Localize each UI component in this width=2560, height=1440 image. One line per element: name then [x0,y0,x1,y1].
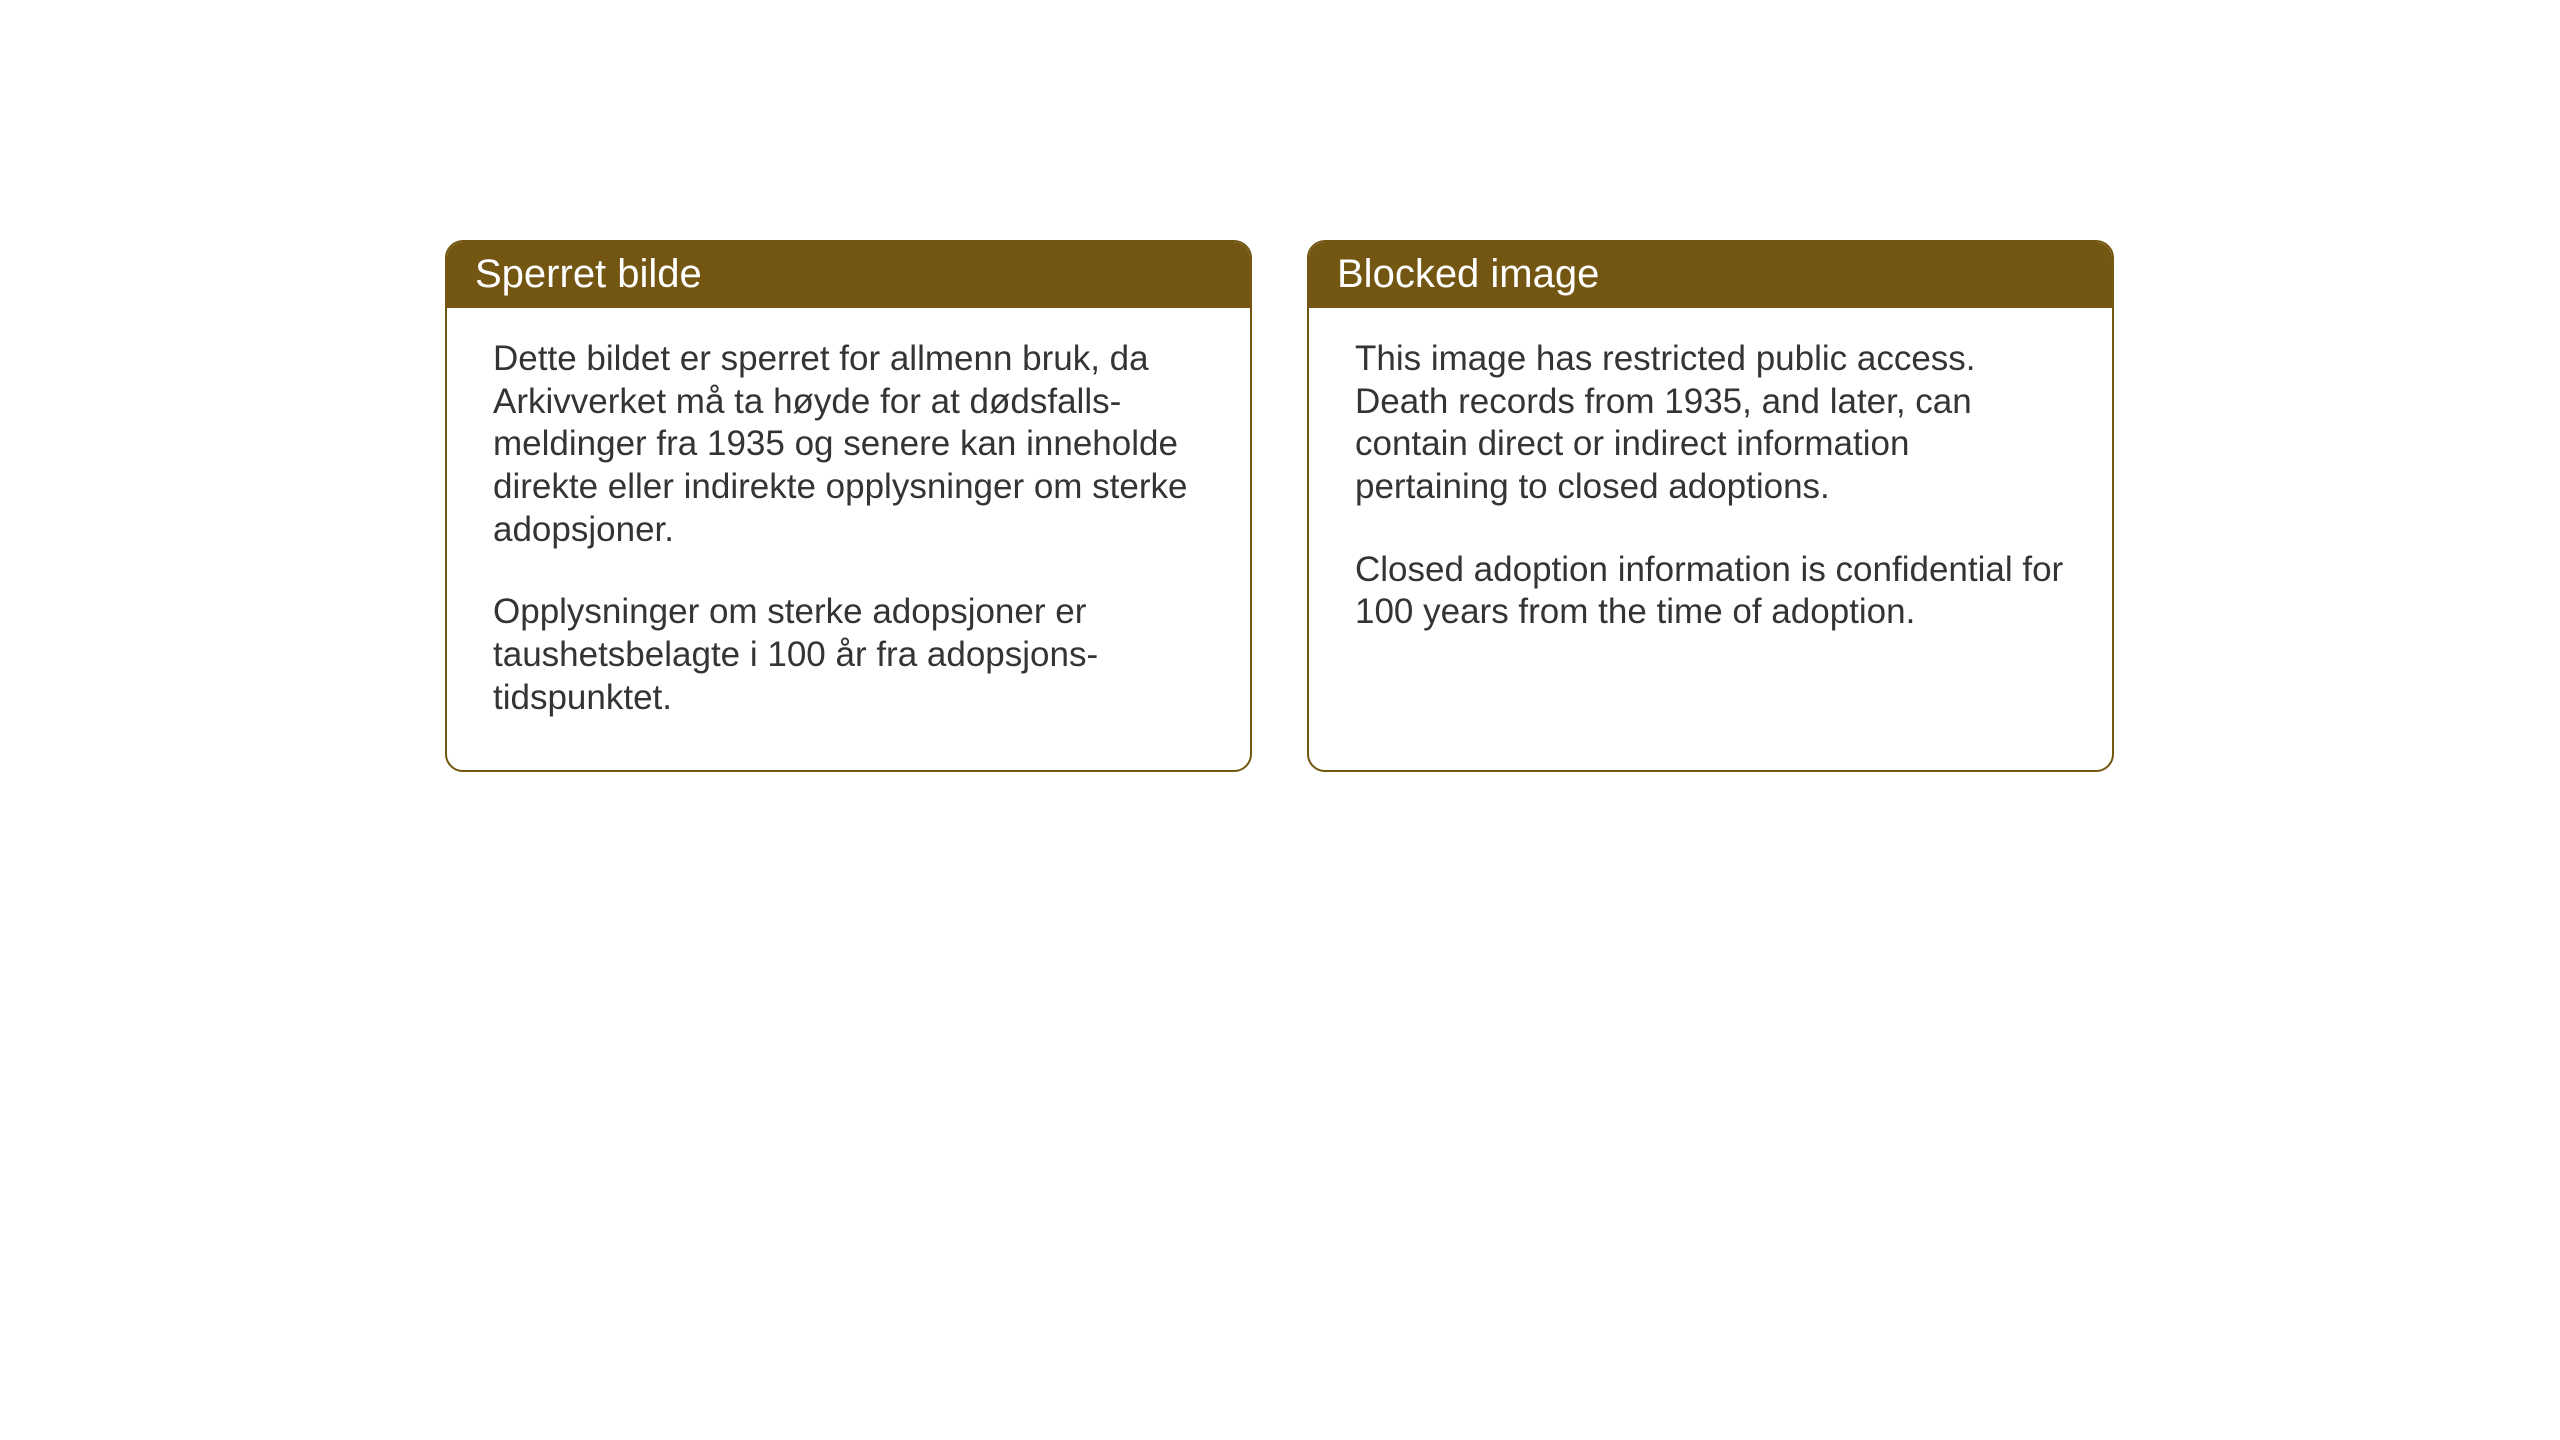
card-body-english: This image has restricted public access.… [1309,308,2112,684]
card-title-norwegian: Sperret bilde [475,252,702,296]
notice-card-norwegian: Sperret bilde Dette bildet er sperret fo… [445,240,1252,772]
card-header-english: Blocked image [1309,242,2112,308]
card-title-english: Blocked image [1337,252,1599,296]
notice-card-english: Blocked image This image has restricted … [1307,240,2114,772]
notice-container: Sperret bilde Dette bildet er sperret fo… [445,240,2114,772]
card-body-norwegian: Dette bildet er sperret for allmenn bruk… [447,308,1250,770]
paragraph-2-norwegian: Opplysninger om sterke adopsjoner er tau… [493,591,1210,719]
paragraph-1-norwegian: Dette bildet er sperret for allmenn bruk… [493,338,1210,551]
paragraph-1-english: This image has restricted public access.… [1355,338,2072,509]
card-header-norwegian: Sperret bilde [447,242,1250,308]
paragraph-2-english: Closed adoption information is confident… [1355,549,2072,634]
